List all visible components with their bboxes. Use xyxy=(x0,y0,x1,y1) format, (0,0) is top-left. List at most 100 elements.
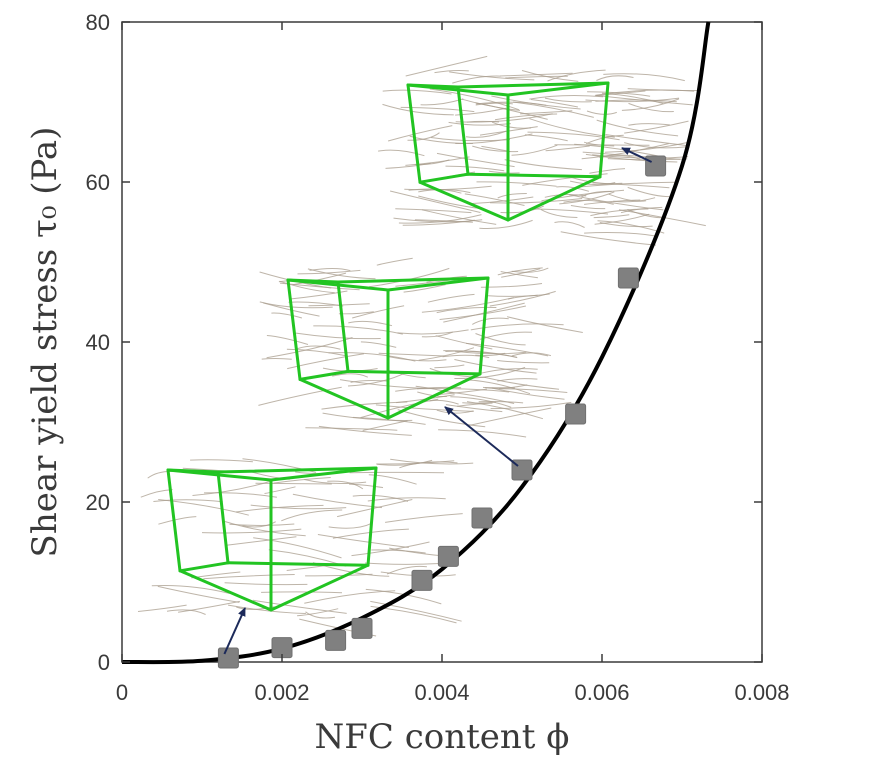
fiber xyxy=(442,354,490,359)
fiber xyxy=(596,75,634,81)
fiber xyxy=(462,401,497,404)
fiber xyxy=(479,219,533,229)
fiber xyxy=(261,358,292,360)
fiber xyxy=(472,145,519,153)
x-tick-label: 0 xyxy=(116,680,128,705)
fiber xyxy=(376,460,455,465)
fiber xyxy=(378,149,425,157)
fiber xyxy=(544,97,592,103)
fiber xyxy=(560,231,657,246)
fiber xyxy=(203,574,295,580)
fiber xyxy=(570,205,606,210)
fiber xyxy=(360,341,397,348)
fiber xyxy=(190,459,253,463)
fiber xyxy=(454,366,526,380)
fiber xyxy=(402,219,475,226)
fiber xyxy=(468,196,534,205)
fiber xyxy=(435,335,493,350)
fiber xyxy=(386,565,427,575)
fiber xyxy=(382,103,454,116)
fiber xyxy=(166,609,206,615)
fiber xyxy=(405,156,470,166)
fiber xyxy=(547,69,606,82)
fiber xyxy=(621,98,680,111)
fiber xyxy=(418,347,475,361)
fiber xyxy=(387,125,453,142)
fiber xyxy=(309,267,351,272)
fiber xyxy=(297,608,339,617)
fiber xyxy=(596,119,679,137)
cube-edge xyxy=(166,468,220,474)
fiber xyxy=(317,534,409,548)
data-point xyxy=(351,617,373,639)
fiber xyxy=(594,213,650,225)
fiber xyxy=(430,137,511,142)
fiber xyxy=(448,121,511,126)
fiber xyxy=(497,378,538,382)
fiber xyxy=(229,523,295,526)
fiber xyxy=(472,317,509,325)
fiber xyxy=(258,386,342,406)
fiber xyxy=(400,106,475,113)
fiber xyxy=(418,195,481,210)
data-point xyxy=(565,403,587,425)
fiber xyxy=(224,521,306,537)
fiber xyxy=(506,316,583,333)
fiber xyxy=(307,268,376,280)
fiber xyxy=(513,101,594,118)
fiber xyxy=(287,353,365,370)
fiber xyxy=(497,193,527,199)
fiber xyxy=(281,509,343,522)
fiber xyxy=(288,301,344,307)
fiber xyxy=(627,186,670,198)
cube-edge xyxy=(456,85,470,176)
fiber xyxy=(592,182,670,189)
cube-edge xyxy=(506,81,610,97)
fiber xyxy=(436,306,497,314)
data-point xyxy=(411,569,433,591)
fiber xyxy=(603,73,685,82)
fiber xyxy=(434,364,465,369)
fiber xyxy=(452,75,501,84)
x-tick-label: 0.004 xyxy=(414,680,469,705)
fiber xyxy=(480,368,538,374)
fiber xyxy=(264,486,296,494)
fiber xyxy=(403,284,446,293)
fiber xyxy=(484,376,560,390)
fiber xyxy=(370,600,462,622)
fiber xyxy=(500,72,573,77)
data-point xyxy=(325,629,347,651)
fiber xyxy=(504,159,582,171)
fiber xyxy=(224,582,308,586)
fiber xyxy=(332,528,409,539)
fiber xyxy=(421,297,514,313)
fiber xyxy=(511,267,549,273)
fiber xyxy=(627,88,701,92)
y-tick-label: 20 xyxy=(86,490,110,515)
cube-edge xyxy=(269,466,378,482)
fiber xyxy=(305,427,398,431)
data-point xyxy=(471,507,493,529)
cube-edge xyxy=(506,175,602,222)
fiber xyxy=(421,331,454,338)
fiber xyxy=(396,394,455,404)
fiber xyxy=(368,474,417,485)
fiber xyxy=(501,268,541,278)
fiber xyxy=(628,123,670,126)
cube-edge xyxy=(386,372,482,420)
data-point xyxy=(617,267,639,289)
fiber xyxy=(497,360,550,364)
fiber xyxy=(587,91,651,97)
fiber xyxy=(454,350,527,355)
fiber xyxy=(305,611,336,619)
x-axis-label: NFC content ϕ xyxy=(315,717,570,757)
fiber xyxy=(352,305,405,319)
fiber xyxy=(491,387,565,400)
fiber xyxy=(395,208,472,214)
fiber xyxy=(479,126,538,136)
fiber xyxy=(377,459,433,466)
fiber xyxy=(563,199,614,205)
fiber xyxy=(439,305,527,320)
fiber xyxy=(304,590,396,604)
